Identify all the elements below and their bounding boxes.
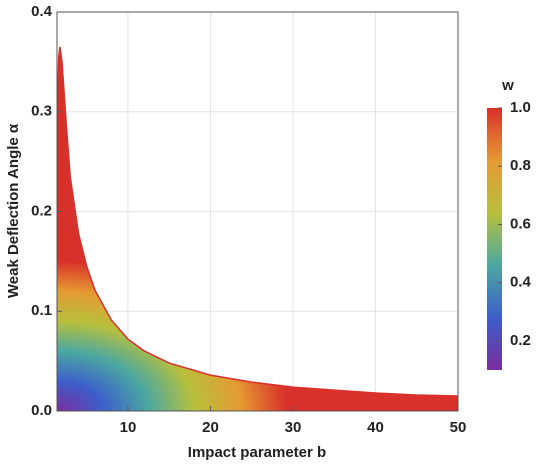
x-tick-label: 40 (367, 419, 384, 436)
x-tick-label: 10 (120, 419, 137, 436)
y-tick-label: 0.0 (31, 402, 52, 419)
colorbar-tick-label: 0.8 (510, 157, 531, 174)
colorbar-tick-label: 0.6 (510, 215, 531, 232)
colorbar-tick-label: 0.4 (510, 274, 532, 291)
y-tick-label: 0.2 (31, 202, 52, 219)
area-top (56, 46, 459, 397)
x-tick-label: 50 (450, 419, 467, 436)
y-tick-label: 0.3 (31, 103, 52, 120)
y-axis-label: Weak Deflection Angle α (5, 123, 22, 298)
colorbar-tick-label: 1.0 (510, 99, 531, 116)
colorbar (487, 108, 502, 370)
colorbar-tick-label: 0.2 (510, 332, 531, 349)
colorbar-title: w (501, 77, 514, 94)
y-tick-label: 0.4 (31, 3, 53, 20)
x-tick-label: 30 (285, 419, 302, 436)
y-tick-label: 0.1 (31, 302, 52, 319)
x-tick-label: 20 (202, 419, 219, 436)
x-axis-label: Impact parameter b (188, 444, 326, 461)
